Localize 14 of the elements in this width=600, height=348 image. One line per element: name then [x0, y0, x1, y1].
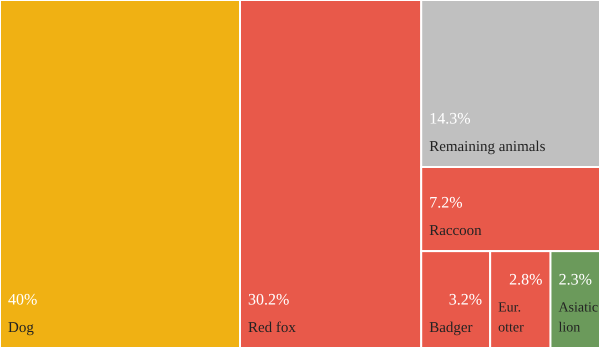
- category-label: Eur. otter: [498, 300, 524, 336]
- category-label: Badger: [429, 320, 473, 336]
- data-label: 40%: [8, 292, 38, 308]
- data-label: 3.2%: [448, 292, 482, 308]
- data-label: 2.3%: [558, 272, 592, 288]
- data-label: 30.2%: [248, 292, 290, 308]
- data-label: 14.3%: [429, 110, 471, 128]
- category-label: Raccoon: [429, 223, 482, 240]
- data-label: 2.8%: [509, 272, 542, 288]
- category-label: Red fox: [248, 320, 296, 336]
- category-label: Asiatic lion: [558, 300, 598, 336]
- category-label: Dog: [8, 320, 34, 336]
- category-label: Remaining animals: [429, 138, 546, 155]
- data-label: 7.2%: [429, 194, 463, 212]
